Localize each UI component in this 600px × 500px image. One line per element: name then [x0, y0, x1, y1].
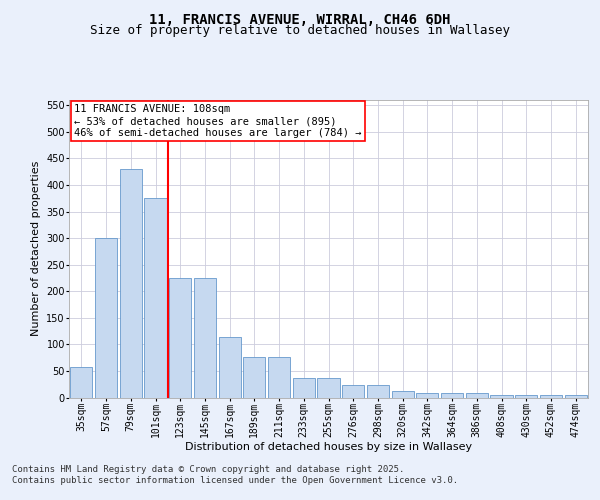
Bar — [540, 395, 562, 398]
Y-axis label: Number of detached properties: Number of detached properties — [31, 161, 41, 336]
Bar — [169, 278, 191, 398]
Bar — [441, 392, 463, 398]
Bar — [95, 238, 117, 398]
Text: 11 FRANCIS AVENUE: 108sqm
← 53% of detached houses are smaller (895)
46% of semi: 11 FRANCIS AVENUE: 108sqm ← 53% of detac… — [74, 104, 362, 138]
Bar — [119, 169, 142, 398]
Bar — [194, 278, 216, 398]
Bar — [243, 357, 265, 398]
Bar — [70, 367, 92, 398]
Bar — [392, 390, 414, 398]
Bar — [416, 392, 439, 398]
Bar — [317, 378, 340, 398]
Text: 11, FRANCIS AVENUE, WIRRAL, CH46 6DH: 11, FRANCIS AVENUE, WIRRAL, CH46 6DH — [149, 12, 451, 26]
Bar — [342, 386, 364, 398]
Text: Contains public sector information licensed under the Open Government Licence v3: Contains public sector information licen… — [12, 476, 458, 485]
Bar — [367, 386, 389, 398]
Bar — [466, 392, 488, 398]
Bar — [218, 338, 241, 398]
Bar — [490, 395, 512, 398]
Bar — [293, 378, 315, 398]
Text: Contains HM Land Registry data © Crown copyright and database right 2025.: Contains HM Land Registry data © Crown c… — [12, 465, 404, 474]
Text: Size of property relative to detached houses in Wallasey: Size of property relative to detached ho… — [90, 24, 510, 37]
Bar — [515, 395, 538, 398]
Bar — [145, 198, 167, 398]
X-axis label: Distribution of detached houses by size in Wallasey: Distribution of detached houses by size … — [185, 442, 472, 452]
Bar — [268, 357, 290, 398]
Bar — [565, 396, 587, 398]
